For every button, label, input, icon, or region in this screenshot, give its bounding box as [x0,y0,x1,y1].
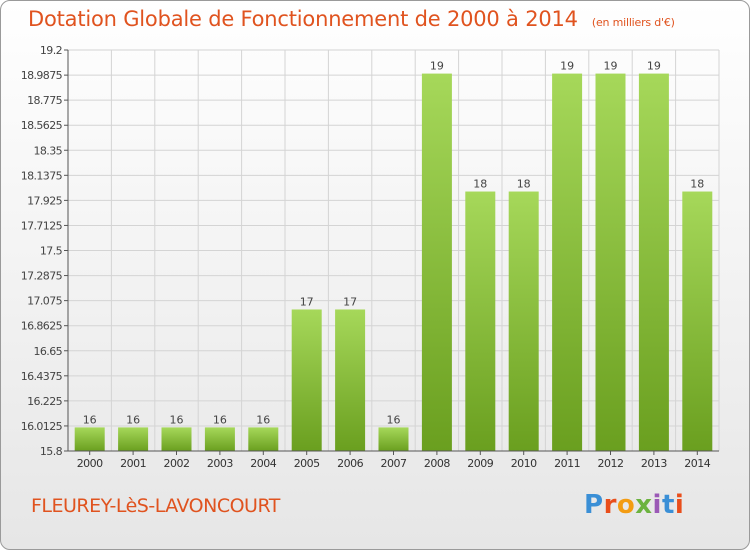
axes [64,49,719,455]
bar [552,73,583,452]
x-tick-label: 2007 [381,457,407,470]
y-tick-label: 16.65 [34,345,63,358]
data-label: 19 [560,60,574,73]
y-tick-label: 18.35 [34,144,63,157]
data-label: 16 [256,413,270,426]
y-tick-label: 16.4375 [21,370,63,383]
data-label: 19 [604,60,618,73]
bar [595,73,626,452]
bar [638,73,669,452]
data-label: 16 [126,413,140,426]
y-tick-label: 19.2 [40,44,62,57]
bar [421,73,452,452]
data-label: 16 [170,413,184,426]
y-tick-label: 15.8 [40,445,63,458]
data-label: 18 [690,178,704,191]
y-tick-label: 17.075 [27,295,62,308]
x-tick-label: 2013 [641,457,667,470]
y-tick-label: 18.775 [27,94,62,107]
x-tick-label: 2014 [684,457,710,470]
y-tick-label: 17.5 [40,245,63,258]
proxiti-logo[interactable]: Proxiti [584,490,685,520]
bar [118,427,149,451]
bar [378,427,409,451]
data-label: 19 [647,60,661,73]
x-tick-label: 2012 [598,457,624,470]
x-tick-label: 2002 [164,457,190,470]
y-tick-label: 16.8625 [21,320,63,333]
chart-title: Dotation Globale de Fonctionnement de 20… [28,7,675,31]
data-label: 17 [343,295,357,308]
bar [682,191,713,451]
data-label: 16 [387,413,401,426]
bar [335,309,366,451]
bar [291,309,322,451]
data-label: 16 [83,413,97,426]
bar [204,427,235,451]
x-tick-label: 2006 [337,457,363,470]
y-tick-label: 16.0125 [21,420,63,433]
bars [74,73,713,452]
x-tick-label: 2010 [511,457,537,470]
bar [508,191,539,451]
y-tick-label: 18.1375 [21,169,63,182]
bar [74,427,105,451]
y-tick-label: 17.7125 [21,219,63,232]
commune-name: FLEUREY-LèS-LAVONCOURT [31,495,280,517]
chart-subtitle: (en milliers d'€) [591,16,675,29]
bar [465,191,496,451]
labels: 15.8 16.0125 16.225 16.4375 16.65 16.8625 17.0… [21,44,712,470]
x-tick-label: 2003 [207,457,233,470]
data-label: 17 [300,295,314,308]
bar [161,427,192,451]
x-tick-label: 2008 [424,457,450,470]
x-tick-label: 2009 [467,457,493,470]
x-tick-label: 2001 [120,457,146,470]
y-tick-label: 17.2875 [21,270,63,283]
x-tick-label: 2004 [250,457,276,470]
x-tick-label: 2011 [554,457,580,470]
y-tick-label: 18.5625 [21,119,63,132]
data-label: 16 [213,413,227,426]
y-tick-label: 18.9875 [21,69,63,82]
data-label: 18 [517,178,531,191]
data-label: 18 [473,178,487,191]
y-tick-label: 16.225 [27,395,62,408]
bar [248,427,279,451]
x-tick-label: 2000 [77,457,103,470]
x-tick-label: 2005 [294,457,320,470]
data-label: 19 [430,60,444,73]
y-tick-label: 17.925 [27,194,62,207]
